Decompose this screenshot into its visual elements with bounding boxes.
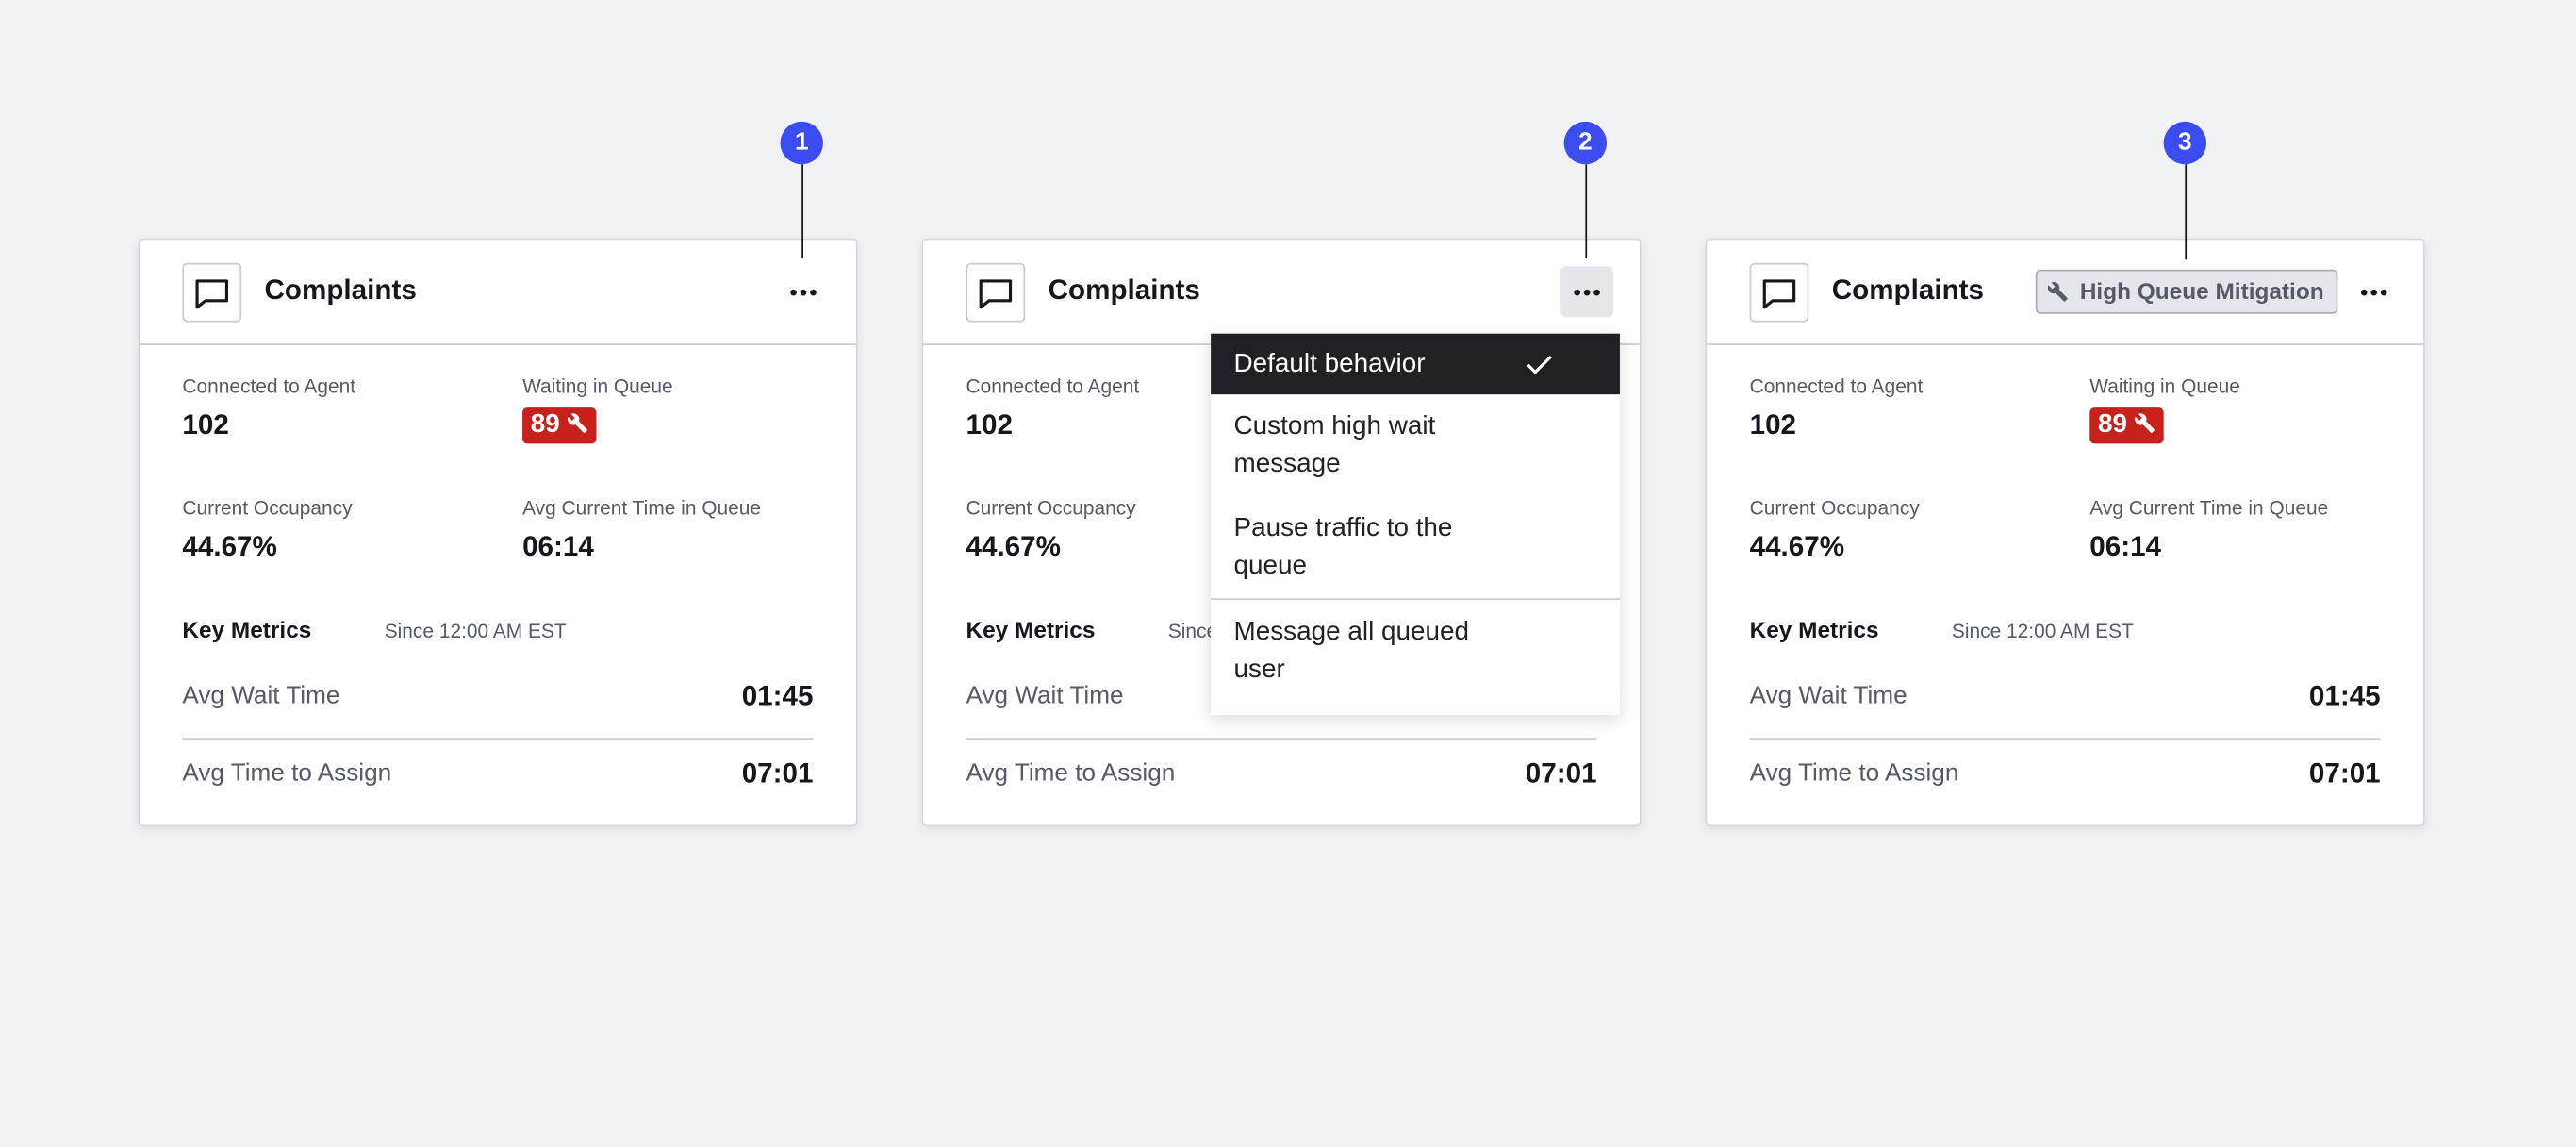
metric-value: 102 [966,408,1013,441]
metric-label: Avg Current Time in Queue [2089,496,2329,520]
card-title: Complaints [264,274,417,307]
menu-item[interactable]: Message all queued user [1211,598,1620,715]
metric-value: 44.67% [1749,530,1845,562]
alert-badge: 89 [2089,407,2165,444]
row-divider [182,738,814,740]
metric-label: Connected to Agent [182,374,356,398]
dropdown-menu: Default behavior Custom high wait message… [1211,333,1620,715]
row-value: 01:45 [741,680,814,712]
metric-label: Waiting in Queue [2089,374,2240,398]
row-label: Avg Wait Time [1749,682,1907,710]
row-value: 01:45 [2308,680,2381,712]
alert-badge: 89 [522,407,597,444]
more-button[interactable] [2348,266,2401,317]
row-divider [966,738,1597,740]
metric-value: 06:14 [522,530,594,562]
marker-line [801,164,804,258]
menu-item[interactable]: Default behavior [1211,333,1620,395]
key-metrics-title: Key Metrics [966,616,1096,643]
row-label: Avg Wait Time [966,682,1124,710]
header-divider [1707,343,2423,345]
row-value: 07:01 [741,757,814,790]
more-button[interactable] [1560,266,1613,318]
row-divider [1749,738,2381,740]
card-icon [966,262,1026,323]
card-icon [1749,262,1809,323]
metric-value: 102 [182,408,229,441]
card-title: Complaints [1048,274,1200,307]
row-label: Avg Time to Assign [182,758,392,788]
row-label: Avg Wait Time [182,682,340,710]
metric-label: Current Occupancy [966,496,1136,520]
marker: 2 [1563,121,1608,165]
marker: 1 [780,121,823,165]
card: Complaints High Queue Mitigation Connected… [1705,238,2425,827]
row-value: 07:01 [1525,757,1597,790]
more-button[interactable] [777,266,830,317]
metric-label: Connected to Agent [1749,374,1924,398]
key-metrics-subtitle: Since 12:00 AM EST [1951,619,2134,643]
metric-label: Connected to Agent [966,374,1140,398]
menu-item-text: Default behavior [1233,350,1426,378]
row-label: Avg Time to Assign [1749,758,1959,788]
metric-label: Waiting in Queue [522,374,673,398]
card: Complaints Connected to Agent 102 Waiting i… [138,238,858,827]
menu-item-text: Message all queued user [1233,618,1470,684]
card-title: Complaints [1831,274,1984,307]
menu-item[interactable]: Custom high wait message [1211,394,1620,496]
marker: 3 [2163,121,2206,165]
mitigation-badge: High Queue Mitigation [2035,269,2338,314]
metric-value: 89 [530,410,560,440]
metric-value: 89 [2097,410,2127,440]
menu-item[interactable]: Pause traffic to the queue [1211,496,1620,598]
card-icon [182,262,242,323]
marker-line [1585,164,1588,258]
menu-item-text: Pause traffic to the queue [1233,514,1453,581]
metric-value: 102 [1749,408,1797,441]
key-metrics-subtitle: Since 12:00 AM EST [384,619,567,643]
metric-label: Current Occupancy [182,496,353,520]
row-label: Avg Time to Assign [966,758,1176,788]
marker-line [2185,164,2188,260]
key-metrics-title: Key Metrics [182,616,312,643]
header-divider [140,343,856,345]
row-value: 07:01 [2308,757,2381,790]
metric-label: Avg Current Time in Queue [522,496,762,520]
metric-label: Current Occupancy [1749,496,1920,520]
badge-text: High Queue Mitigation [2079,277,2324,305]
metric-value: 44.67% [182,530,277,562]
metric-value: 06:14 [2089,530,2162,562]
key-metrics-title: Key Metrics [1749,616,1879,643]
menu-item-text: Custom high wait message [1233,412,1436,479]
metric-value: 44.67% [966,530,1061,562]
